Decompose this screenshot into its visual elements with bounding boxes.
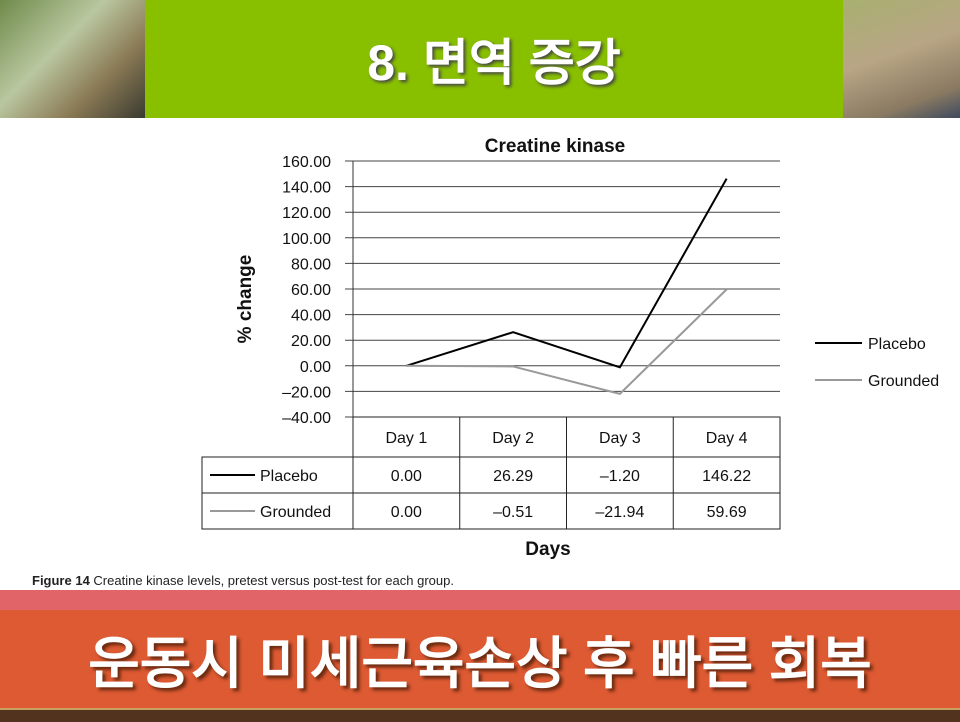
legend-label: Grounded bbox=[868, 373, 939, 390]
table-value-cell: 26.29 bbox=[493, 468, 533, 485]
y-tick-label: 140.00 bbox=[282, 180, 331, 197]
table-series-label: Grounded bbox=[260, 504, 331, 521]
caption-label: Figure 14 bbox=[32, 573, 90, 588]
barefoot-photo-left bbox=[0, 0, 145, 118]
y-tick-label: 40.00 bbox=[291, 308, 331, 325]
series-line-grounded bbox=[406, 289, 726, 393]
slide-title: 8. 면역 증강 bbox=[367, 23, 620, 95]
y-axis-label: % change bbox=[235, 255, 256, 344]
barefoot-photo-right bbox=[843, 0, 960, 118]
figure-caption: Figure 14 Creatine kinase levels, pretes… bbox=[32, 573, 454, 588]
x-axis-label: Days bbox=[525, 539, 570, 560]
caption-text: Creatine kinase levels, pretest versus p… bbox=[90, 573, 454, 588]
table-value-cell: –0.51 bbox=[493, 504, 533, 521]
table-value-cell: –21.94 bbox=[595, 504, 644, 521]
bottom-banner: 운동시 미세근육손상 후 빠른 회복 bbox=[0, 610, 960, 708]
table-header-cell: Day 3 bbox=[599, 430, 641, 447]
table-value-cell: 146.22 bbox=[702, 468, 751, 485]
series-line-placebo bbox=[406, 179, 726, 368]
y-tick-label: 80.00 bbox=[291, 256, 331, 273]
y-tick-label: –20.00 bbox=[282, 384, 331, 401]
table-header-cell: Day 4 bbox=[706, 430, 748, 447]
y-tick-label: 20.00 bbox=[291, 333, 331, 350]
table-value-cell: 0.00 bbox=[391, 468, 422, 485]
table-header-cell: Day 2 bbox=[492, 430, 534, 447]
table-value-cell: –1.20 bbox=[600, 468, 640, 485]
y-tick-label: 100.00 bbox=[282, 231, 331, 248]
y-tick-label: 120.00 bbox=[282, 205, 331, 222]
legend-label: Placebo bbox=[868, 336, 926, 353]
y-tick-label: 0.00 bbox=[300, 359, 331, 376]
banner-stripe bbox=[0, 590, 960, 610]
chart-title: Creatine kinase bbox=[485, 136, 625, 157]
header-banner: 8. 면역 증강 bbox=[0, 0, 960, 118]
y-tick-label: –40.00 bbox=[282, 410, 331, 427]
table-value-cell: 59.69 bbox=[707, 504, 747, 521]
creatine-kinase-chart: Creatine kinase 160.00 140.00 120.00 100.00 8… bbox=[0, 118, 960, 578]
y-tick-label: 160.00 bbox=[282, 154, 331, 171]
bottom-banner-text: 운동시 미세근육손상 후 빠른 회복 bbox=[88, 619, 872, 700]
table-value-cell: 0.00 bbox=[391, 504, 422, 521]
title-bar: 8. 면역 증강 bbox=[145, 0, 843, 118]
table-header-cell: Day 1 bbox=[385, 430, 427, 447]
y-tick-label: 60.00 bbox=[291, 282, 331, 299]
table-series-label: Placebo bbox=[260, 468, 318, 485]
